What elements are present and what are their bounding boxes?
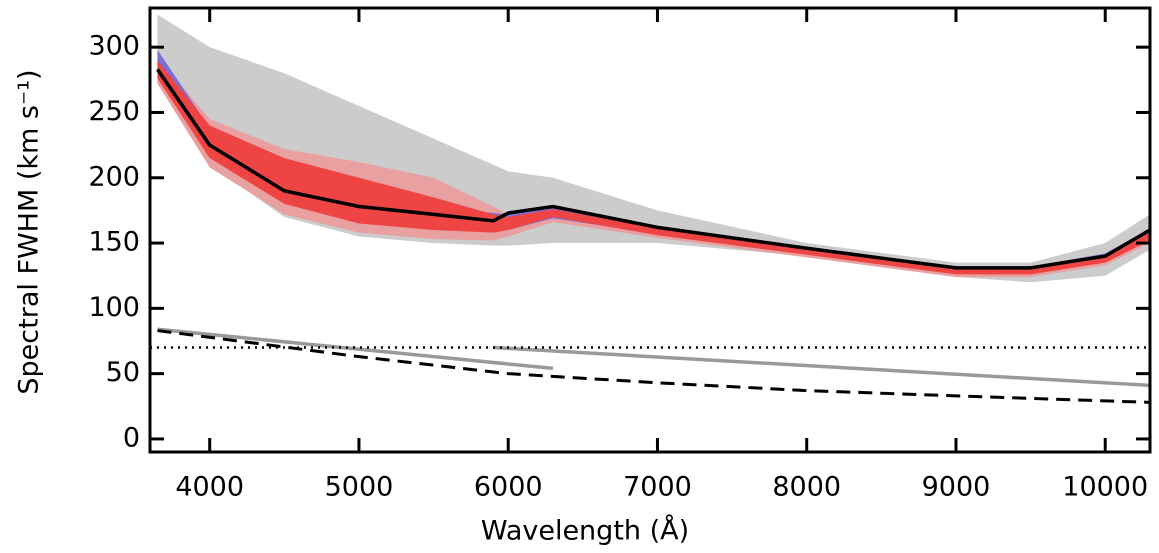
band — [157, 14, 1150, 283]
x-tick-label: 4000 — [175, 472, 244, 503]
x-axis-label: Wavelength (Å) — [481, 515, 689, 547]
y-tick-label: 200 — [88, 161, 140, 192]
line — [157, 327, 554, 371]
y-tick-label: 0 — [123, 422, 140, 453]
x-tick-label: 8000 — [772, 472, 841, 503]
y-axis-label: Spectral FWHM (km s⁻¹) — [14, 69, 45, 394]
y-tick-label: 100 — [88, 292, 140, 323]
x-tick-label: 9000 — [922, 472, 991, 503]
x-tick-label: 7000 — [623, 472, 692, 503]
y-tick-label: 50 — [106, 357, 140, 388]
x-tick-label: 10000 — [1062, 472, 1148, 503]
line — [157, 329, 1151, 404]
y-tick-label: 300 — [88, 31, 140, 62]
band — [157, 60, 1150, 275]
x-tick-label: 6000 — [474, 472, 543, 503]
x-tick-label: 5000 — [325, 472, 394, 503]
plot-frame — [148, 6, 1152, 454]
y-tick-label: 250 — [88, 96, 140, 127]
line — [493, 345, 1151, 388]
line — [156, 68, 1151, 270]
y-tick-label: 150 — [88, 227, 140, 258]
